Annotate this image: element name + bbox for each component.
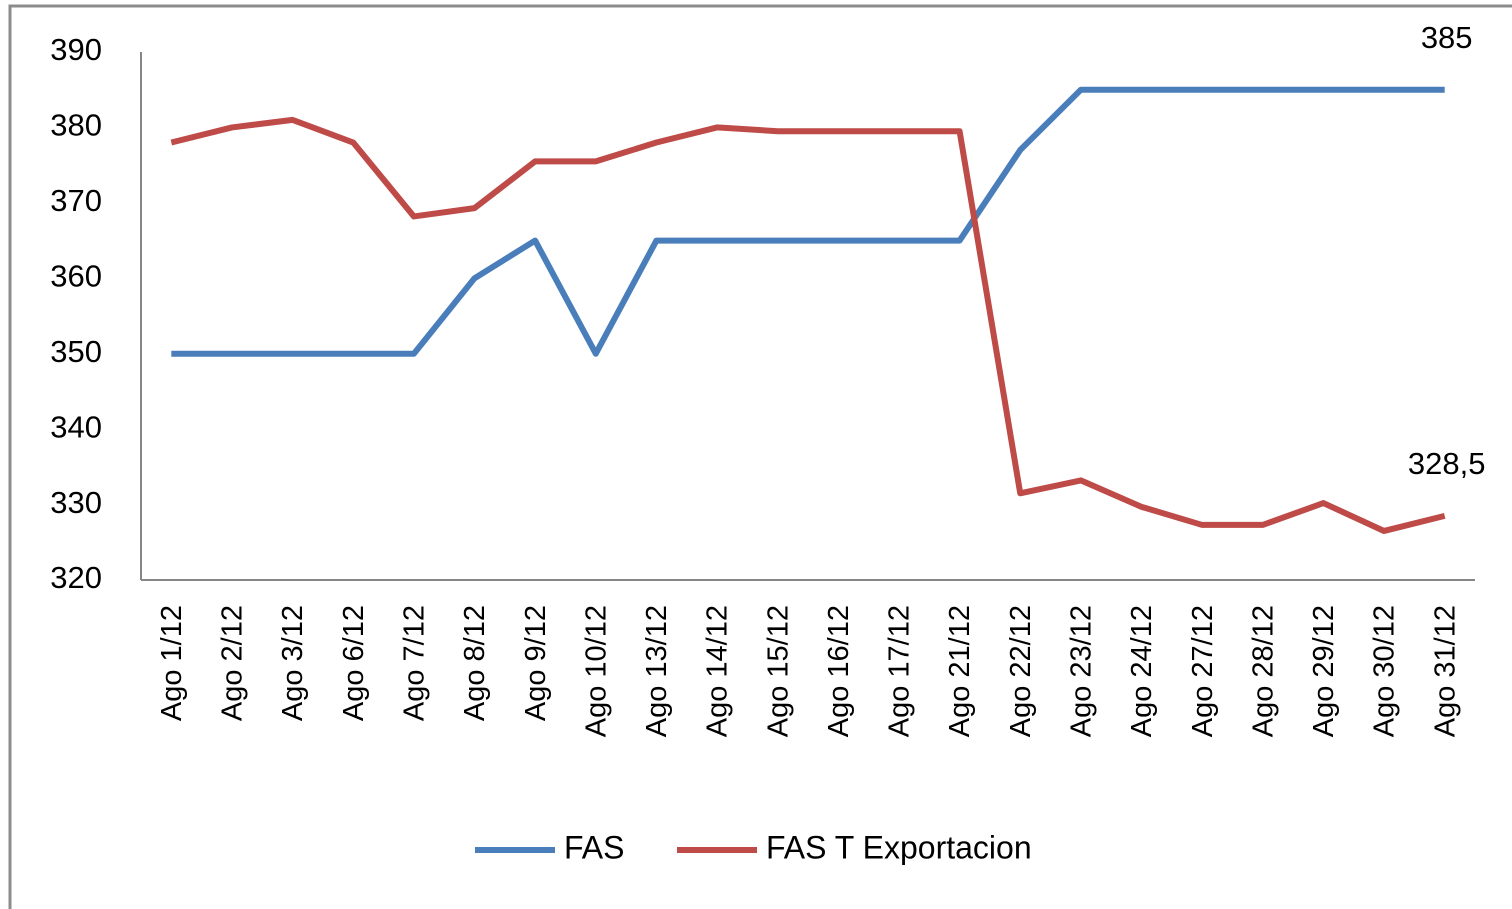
y-tick-label: 320 — [50, 560, 102, 595]
x-tick-label: Ago 9/12 — [520, 605, 552, 721]
x-tick-label: Ago 22/12 — [1005, 605, 1037, 737]
x-tick-label: Ago 21/12 — [944, 605, 976, 737]
series-line — [170, 116, 1446, 534]
y-tick-label: 390 — [50, 32, 102, 67]
x-tick-label: Ago 16/12 — [823, 605, 855, 737]
x-tick-label: Ago 2/12 — [217, 605, 249, 721]
y-tick-label: 370 — [50, 183, 102, 218]
y-tick-label: 360 — [50, 258, 102, 293]
x-tick-label: Ago 10/12 — [580, 605, 612, 737]
x-tick-label: Ago 28/12 — [1247, 605, 1279, 737]
chart-frame — [8, 4, 1512, 909]
x-tick-label: Ago 30/12 — [1369, 605, 1401, 737]
legend-label: FAS — [564, 829, 624, 865]
y-tick-label: 380 — [50, 108, 102, 143]
y-tick-label: 330 — [50, 485, 102, 520]
x-tick-label: Ago 29/12 — [1308, 605, 1340, 737]
x-tick-label: Ago 24/12 — [1126, 605, 1158, 737]
x-tick-label: Ago 1/12 — [156, 605, 188, 721]
x-tick-label: Ago 27/12 — [1187, 605, 1219, 737]
x-tick-label: Ago 14/12 — [702, 605, 734, 737]
x-tick-label: Ago 7/12 — [399, 605, 431, 721]
legend-label: FAS T Exportacion — [766, 829, 1032, 865]
y-tick-label: 340 — [50, 409, 102, 444]
x-tick-label: Ago 6/12 — [338, 605, 370, 721]
data-label: 328,5 — [1408, 446, 1486, 481]
x-tick-label: Ago 23/12 — [1066, 605, 1098, 737]
x-tick-label: Ago 17/12 — [884, 605, 916, 737]
x-tick-label: Ago 13/12 — [641, 605, 673, 737]
data-label: 385 — [1421, 20, 1473, 55]
y-tick-label: 350 — [50, 334, 102, 369]
x-tick-label: Ago 15/12 — [762, 605, 794, 737]
x-tick-label: Ago 8/12 — [459, 605, 491, 721]
series-line — [171, 86, 1445, 357]
x-tick-label: Ago 31/12 — [1429, 605, 1461, 737]
x-tick-label: Ago 3/12 — [277, 605, 309, 721]
